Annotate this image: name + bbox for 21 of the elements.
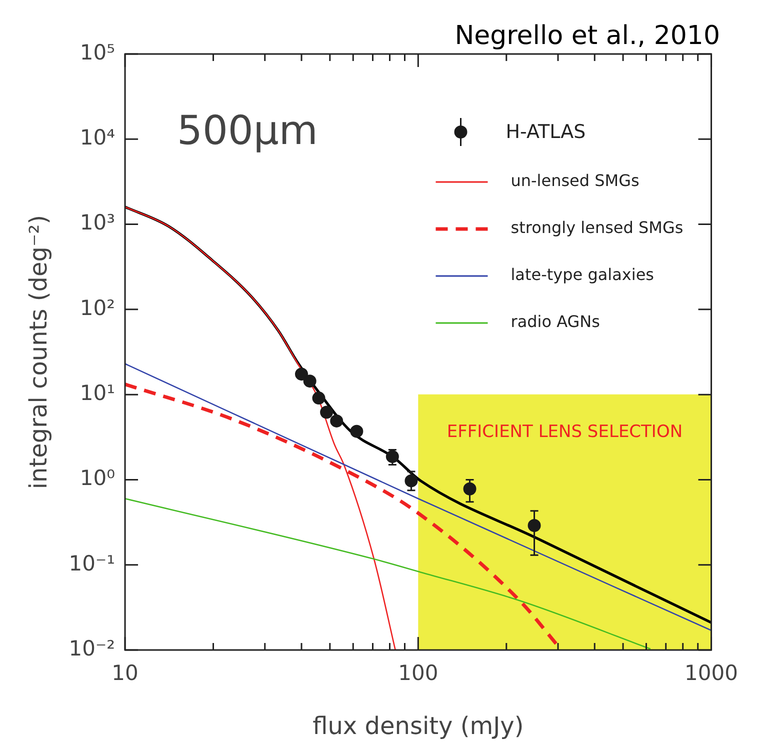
y-axis-title: integral counts (deg⁻²) [24,214,53,490]
band-label: EFFICIENT LENS SELECTION [446,422,683,442]
y-tick-label: 10⁻¹ [68,551,116,576]
y-tick-label: 10⁵ [80,40,116,64]
x-axis-title: flux density (mJy) [312,712,524,740]
text: Negrello et al., 2010 [454,21,720,51]
legend-label: strongly lensed SMGs [510,218,684,238]
x-tick-label: 10 [112,661,138,686]
legend-label: H-ATLAS [506,120,586,143]
y-tick-label: 10³ [80,210,116,235]
legend-label: un-lensed SMGs [510,171,640,190]
legend-label: late-type galaxies [510,265,654,284]
y-tick-label: 10⁴ [80,126,116,150]
legend-label: radio AGNs [510,312,600,332]
annotation: 500μm [177,108,318,154]
y-tick-label: 10² [80,296,116,320]
y-tick-label: 10¹ [80,381,116,406]
y-tick-label: 10⁰ [80,466,116,490]
x-tick-label: 1000 [684,661,738,686]
x-tick-label: 100 [398,661,438,686]
y-tick-label: 10⁻² [68,636,116,660]
